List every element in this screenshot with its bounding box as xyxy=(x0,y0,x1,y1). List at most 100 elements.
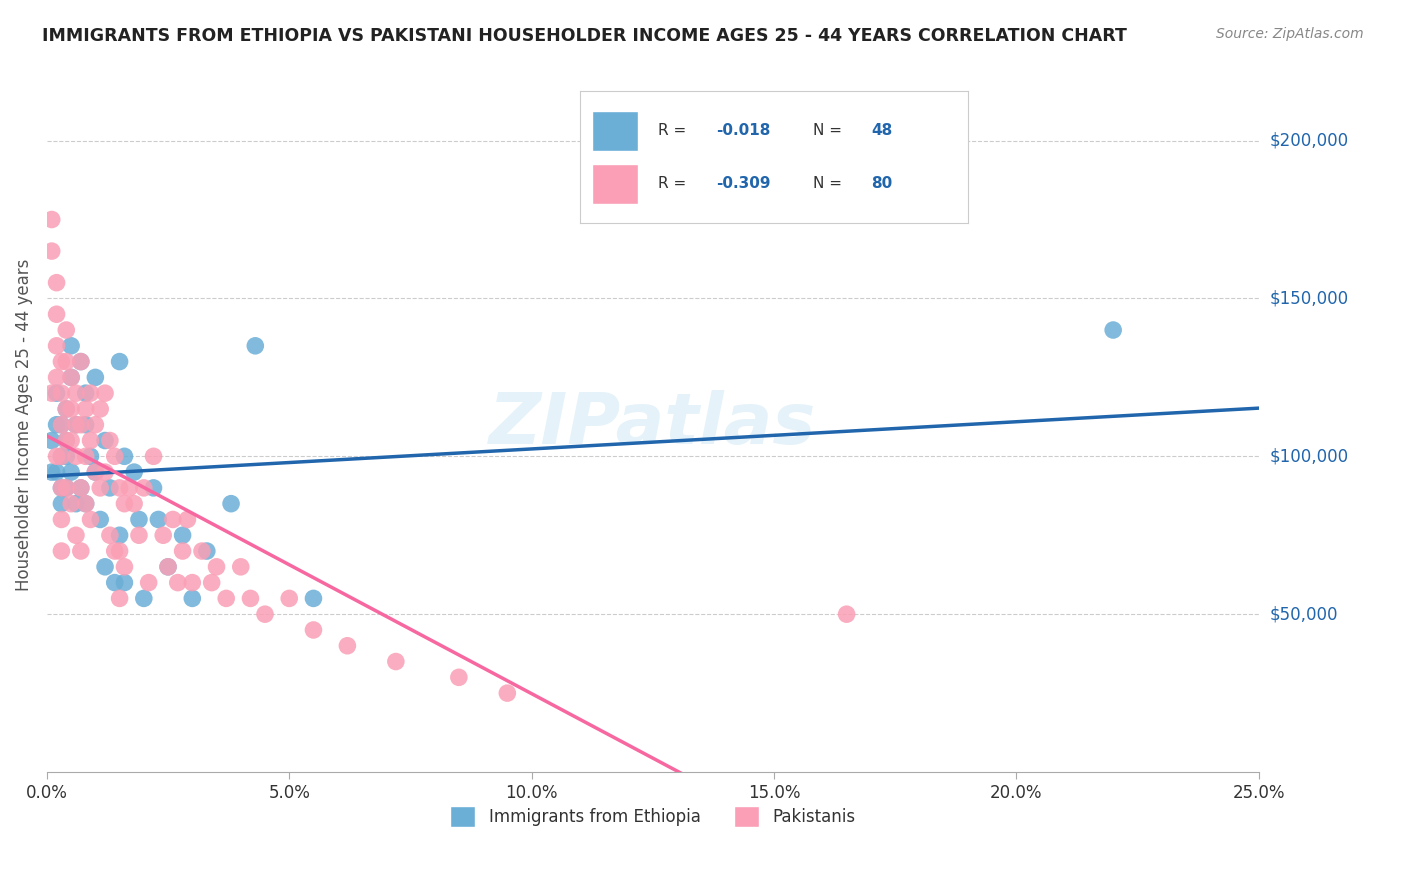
Point xyxy=(205,559,228,574)
Point xyxy=(55,481,77,495)
Point xyxy=(41,434,63,448)
Point xyxy=(89,401,111,416)
Point xyxy=(69,481,91,495)
Point xyxy=(98,528,121,542)
Point xyxy=(278,591,301,606)
Point xyxy=(114,450,136,464)
Point xyxy=(69,417,91,432)
Point xyxy=(55,434,77,448)
Point xyxy=(45,339,67,353)
Point xyxy=(51,417,73,432)
Point xyxy=(65,417,87,432)
Point xyxy=(75,417,97,432)
Point xyxy=(79,512,101,526)
Point xyxy=(181,591,204,606)
Point xyxy=(84,465,107,479)
Point xyxy=(176,512,198,526)
Point xyxy=(51,544,73,558)
Point xyxy=(219,497,242,511)
Point xyxy=(45,450,67,464)
Point xyxy=(60,497,83,511)
Point xyxy=(51,512,73,526)
Point xyxy=(65,386,87,401)
Point xyxy=(152,528,174,542)
Text: $50,000: $50,000 xyxy=(1270,605,1339,624)
Point xyxy=(229,559,252,574)
Point xyxy=(79,386,101,401)
Y-axis label: Householder Income Ages 25 - 44 years: Householder Income Ages 25 - 44 years xyxy=(15,259,32,591)
Point xyxy=(51,354,73,368)
Point xyxy=(60,370,83,384)
Point xyxy=(60,370,83,384)
Point xyxy=(51,417,73,432)
Point xyxy=(94,465,117,479)
Point xyxy=(104,450,127,464)
Point xyxy=(55,354,77,368)
Point xyxy=(69,354,91,368)
Point xyxy=(166,575,188,590)
Point xyxy=(45,417,67,432)
Point xyxy=(51,481,73,495)
Point xyxy=(302,623,325,637)
Point xyxy=(55,434,77,448)
Point xyxy=(172,544,194,558)
Point xyxy=(201,575,224,590)
Point xyxy=(41,244,63,258)
Point xyxy=(94,386,117,401)
Point xyxy=(75,401,97,416)
Point xyxy=(65,497,87,511)
Point xyxy=(157,559,180,574)
Point xyxy=(45,386,67,401)
Legend: Immigrants from Ethiopia, Pakistanis: Immigrants from Ethiopia, Pakistanis xyxy=(443,799,862,833)
Point xyxy=(75,386,97,401)
Point xyxy=(45,307,67,321)
Point xyxy=(84,465,107,479)
Point xyxy=(496,686,519,700)
Text: Source: ZipAtlas.com: Source: ZipAtlas.com xyxy=(1216,27,1364,41)
Point xyxy=(89,481,111,495)
Point xyxy=(108,481,131,495)
Point xyxy=(45,370,67,384)
Point xyxy=(132,481,155,495)
Point xyxy=(69,481,91,495)
Point xyxy=(45,465,67,479)
Point xyxy=(94,559,117,574)
Point xyxy=(172,528,194,542)
Point xyxy=(191,544,214,558)
Point xyxy=(181,575,204,590)
Point xyxy=(55,401,77,416)
Point xyxy=(128,528,150,542)
Point xyxy=(45,276,67,290)
Point xyxy=(1102,323,1125,337)
Point xyxy=(65,450,87,464)
Text: $100,000: $100,000 xyxy=(1270,447,1348,466)
Point xyxy=(60,434,83,448)
Point xyxy=(138,575,160,590)
Point xyxy=(108,591,131,606)
Point xyxy=(51,386,73,401)
Point xyxy=(98,434,121,448)
Point xyxy=(122,497,145,511)
Point xyxy=(51,497,73,511)
Point xyxy=(94,434,117,448)
Point xyxy=(84,370,107,384)
Point xyxy=(114,575,136,590)
Point xyxy=(51,450,73,464)
Point xyxy=(104,575,127,590)
Point xyxy=(55,401,77,416)
Point xyxy=(65,417,87,432)
Point xyxy=(75,450,97,464)
Point xyxy=(132,591,155,606)
Point xyxy=(215,591,238,606)
Point xyxy=(51,450,73,464)
Point xyxy=(108,354,131,368)
Point xyxy=(108,544,131,558)
Point xyxy=(122,465,145,479)
Point xyxy=(245,339,267,353)
Point xyxy=(114,497,136,511)
Text: ZIPatlas: ZIPatlas xyxy=(489,390,817,459)
Point xyxy=(65,528,87,542)
Point xyxy=(447,670,470,684)
Point xyxy=(239,591,262,606)
Point xyxy=(60,465,83,479)
